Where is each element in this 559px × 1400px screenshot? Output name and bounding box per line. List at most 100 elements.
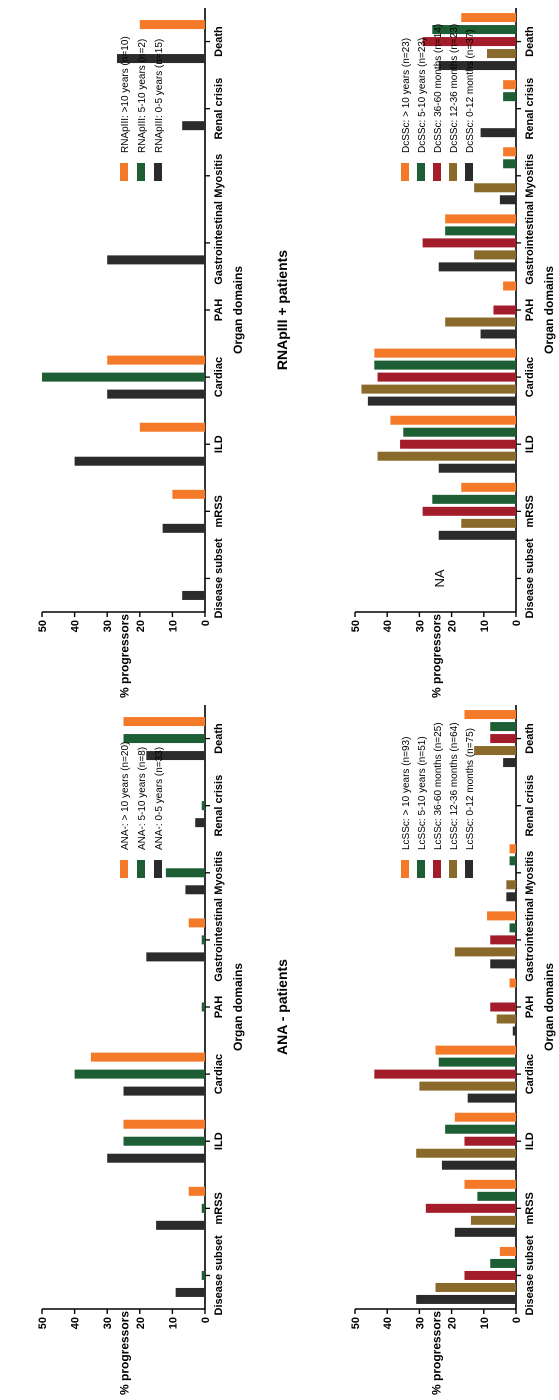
bar-rnapiii-10-years-n-10-ild (139, 422, 205, 432)
annotation-na: NA (432, 569, 447, 587)
bar-ana-10-years-n-20-ild (123, 1119, 205, 1129)
legend-label-rnapiii-5-10-years-n-2: RNApIII: 5-10 years (n=2) (137, 39, 148, 153)
value-tick-label: 10 (479, 620, 491, 632)
value-tick-label: 10 (167, 1317, 179, 1329)
legend-label-rnapiii-0-5-years-n-15: RNApIII: 0-5 years (n=15) (154, 39, 165, 153)
bar-lcssc-10-years-n-93-myositis (509, 844, 516, 854)
value-tick-label: 40 (70, 1317, 82, 1329)
legend-swatch-dcssc-5-10-years-n-23 (417, 163, 425, 181)
bar-dcssc-0-12-months-n-37-gastrointestinal (438, 262, 516, 272)
bar-rnapiii-10-years-n-10-cardiac (107, 355, 205, 365)
legend-swatch-dcssc-0-12-months-n-37 (465, 163, 473, 181)
category-label-death: Death (524, 723, 536, 754)
value-tick-label: 40 (382, 620, 394, 632)
bar-rnapiii-0-5-years-n-15-renal-crisis (182, 121, 205, 131)
y-axis-label: % progressors (118, 1311, 132, 1395)
bar-dcssc-0-12-months-n-37-pah (480, 329, 516, 339)
bar-ana-0-5-years-n-33-cardiac (123, 1086, 205, 1096)
category-label-myositis: Myositis (213, 851, 225, 895)
category-label-death: Death (524, 26, 536, 57)
bar-dcssc-12-36-months-n-23-cardiac (361, 384, 516, 394)
bar-dcssc-36-60-months-n-14-ild (400, 439, 516, 449)
bar-lcssc-10-years-n-93-cardiac (435, 1045, 516, 1055)
bar-ana-0-5-years-n-33-death (146, 751, 205, 761)
bar-lcssc-12-36-months-n-64-pah (496, 1014, 516, 1024)
bar-dcssc-0-12-months-n-37-renal-crisis (480, 128, 516, 138)
bar-ana-5-10-years-n-8-renal-crisis (201, 801, 205, 811)
bar-lcssc-10-years-n-93-disease-subset (499, 1246, 516, 1256)
bar-ana-0-5-years-n-33-disease-subset (175, 1287, 205, 1297)
bar-dcssc-10-years-n-23-mrss (461, 482, 516, 492)
chart-dcssc: 0 10 20 30 40 50 % progressors Disease subset mR… (350, 8, 556, 698)
category-label-mrss: mRSS (524, 495, 536, 527)
legend-label-lcssc-5-10-years-n-51: LcSSc: 5-10 years (n=51) (417, 736, 428, 850)
bar-dcssc-10-years-n-23-pah (503, 281, 516, 291)
bar-dcssc-5-10-years-n-23-myositis (503, 159, 516, 169)
bar-dcssc-10-years-n-23-renal-crisis (503, 80, 516, 90)
bar-lcssc-12-36-months-n-64-mrss (470, 1215, 516, 1225)
legend-swatch-lcssc-5-10-years-n-51 (417, 860, 425, 878)
bar-rnapiii-0-5-years-n-15-mrss (162, 523, 205, 533)
category-label-mrss: mRSS (213, 495, 225, 527)
bar-lcssc-0-12-months-n-75-mrss (454, 1227, 516, 1237)
bar-dcssc-36-60-months-n-14-mrss (422, 506, 516, 516)
value-tick-label: 20 (135, 1317, 147, 1329)
value-tick-label: 20 (447, 1317, 459, 1329)
legend-label-lcssc-12-36-months-n-64: LcSSc: 12-36 months (n=64) (449, 722, 460, 850)
bar-rnapiii-5-10-years-n-2-cardiac (42, 372, 205, 382)
category-label-ild: ILD (524, 1132, 536, 1150)
legend-swatch-lcssc-12-36-months-n-64 (449, 860, 457, 878)
bar-dcssc-12-36-months-n-23-ild (377, 451, 516, 461)
bar-lcssc-0-12-months-n-75-death (503, 758, 516, 768)
category-label-disease-subset: Disease subset (524, 538, 536, 618)
bar-lcssc-0-12-months-n-75-myositis (506, 892, 516, 902)
category-label-gastrointestinal: Gastrointestinal (524, 898, 536, 982)
bar-lcssc-5-10-years-n-51-ild (445, 1124, 516, 1134)
value-tick-label: 0 (511, 1317, 523, 1323)
value-tick-label: 20 (135, 620, 147, 632)
bar-rnapiii-0-5-years-n-15-ild (74, 456, 205, 466)
legend-swatch-lcssc-0-12-months-n-75 (465, 860, 473, 878)
legend-label-dcssc-5-10-years-n-23: DcSSc: 5-10 years (n=23) (417, 38, 428, 153)
bar-lcssc-12-36-months-n-64-ild (416, 1148, 516, 1158)
bar-lcssc-5-10-years-n-51-gastrointestinal (509, 923, 516, 933)
bar-dcssc-0-12-months-n-37-death (438, 61, 516, 71)
bar-dcssc-10-years-n-23-ild (390, 415, 516, 425)
legend-swatch-dcssc-12-36-months-n-23 (449, 163, 457, 181)
bar-dcssc-5-10-years-n-23-cardiac (374, 360, 516, 370)
bar-lcssc-0-12-months-n-75-gastrointestinal (490, 959, 516, 969)
category-label-disease-subset: Disease subset (213, 1235, 225, 1315)
legend-label-lcssc-10-years-n-93: LcSSc: > 10 years (n=93) (401, 737, 412, 850)
category-label-ild: ILD (213, 435, 225, 453)
category-label-renal-crisis: Renal crisis (524, 78, 536, 140)
legend-label-dcssc-36-60-months-n-14: DcSSc: 36-60 months (n=14) (433, 24, 444, 153)
bar-ana-5-10-years-n-8-myositis (165, 868, 205, 878)
value-tick-label: 40 (70, 620, 82, 632)
chart-ana-patients: 0 10 20 30 40 50 % progressors Disease subset mR… (37, 705, 290, 1395)
value-tick-label: 50 (37, 1317, 49, 1329)
bar-dcssc-0-12-months-n-37-cardiac (367, 396, 516, 406)
bar-lcssc-10-years-n-93-pah (509, 978, 516, 988)
bar-lcssc-36-60-months-n-25-pah (490, 1002, 516, 1012)
bar-dcssc-10-years-n-23-myositis (503, 147, 516, 157)
bar-ana-5-10-years-n-8-disease-subset (201, 1270, 205, 1280)
value-tick-label: 30 (414, 620, 426, 632)
value-tick-label: 0 (200, 1317, 212, 1323)
chart-title: RNApIII + patients (274, 250, 290, 370)
legend-swatch-ana-0-5-years-n-33 (154, 860, 162, 878)
category-label-renal-crisis: Renal crisis (213, 775, 225, 837)
bar-lcssc-5-10-years-n-51-disease-subset (490, 1258, 516, 1268)
legend-swatch-lcssc-36-60-months-n-25 (433, 860, 441, 878)
category-label-ild: ILD (524, 435, 536, 453)
bar-lcssc-0-12-months-n-75-disease-subset (416, 1294, 516, 1304)
legend-label-rnapiii-10-years-n-10: RNApIII: >10 years (n=10) (120, 36, 131, 153)
bar-lcssc-36-60-months-n-25-ild (464, 1136, 516, 1146)
bar-ana-5-10-years-n-8-cardiac (74, 1069, 205, 1079)
category-label-pah: PAH (213, 299, 225, 321)
x-axis-label: Organ domains (542, 963, 556, 1051)
bar-lcssc-36-60-months-n-25-disease-subset (464, 1270, 516, 1280)
bar-ana-0-5-years-n-33-mrss (156, 1220, 205, 1230)
bar-lcssc-12-36-months-n-64-gastrointestinal (454, 947, 516, 957)
bar-lcssc-36-60-months-n-25-cardiac (374, 1069, 516, 1079)
bar-rnapiii-10-years-n-10-mrss (172, 489, 205, 499)
